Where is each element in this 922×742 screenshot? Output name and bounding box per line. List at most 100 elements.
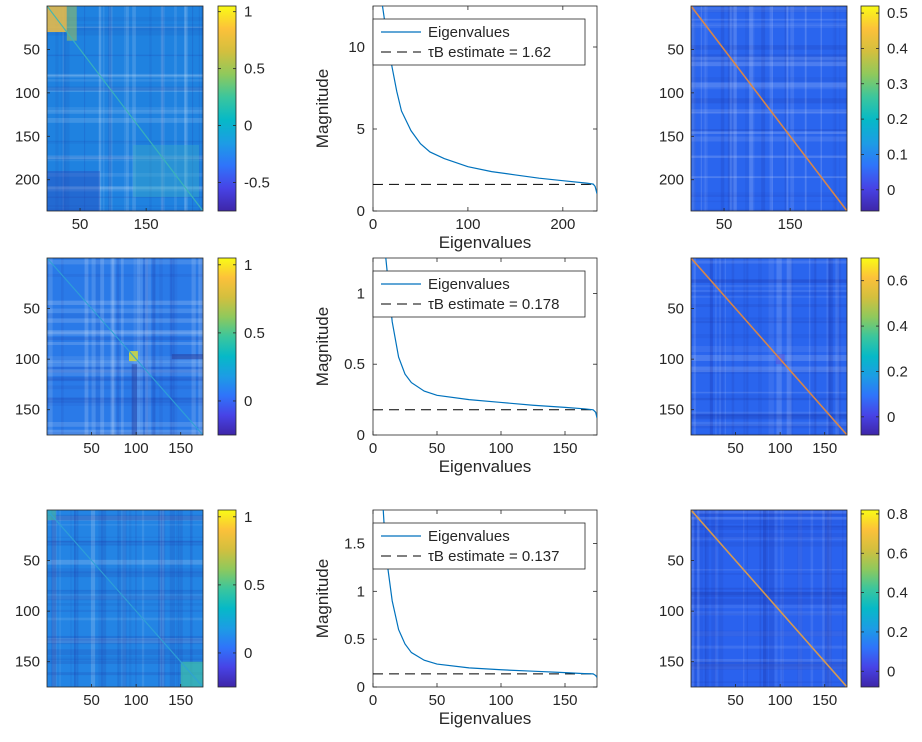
heatmap-band: [47, 369, 203, 373]
heatmap-band: [691, 98, 847, 104]
heatmap-band: [47, 360, 203, 363]
heatmap-band: [808, 258, 811, 435]
heatmap-panel: 50 150 50 100 150 200: [15, 5, 204, 233]
heatmap-band: [47, 157, 203, 162]
heatmap-band: [47, 378, 203, 381]
heatmap-band: [797, 510, 803, 687]
colorbar: 0.8 0.6 0.4 0.2 0: [860, 506, 908, 688]
colorbar-box: [860, 509, 880, 688]
heatmap-band: [691, 112, 847, 114]
x-tick-label: 150: [778, 216, 803, 233]
heatmap-band: [47, 656, 203, 660]
heatmap-band: [691, 200, 847, 203]
heatmap-band: [691, 7, 847, 13]
heatmap-dark-band: [171, 354, 203, 360]
heatmap-band: [47, 432, 203, 434]
x-tick-label: 0: [369, 440, 377, 457]
heatmap-band: [691, 22, 847, 26]
heatmap-band: [133, 258, 137, 435]
heatmap-band: [47, 609, 203, 612]
heatmap-band: [148, 258, 151, 435]
heatmap-band: [47, 536, 203, 538]
heatmap-band: [749, 6, 753, 211]
y-tick-label: 1.5: [344, 535, 365, 552]
heatmap-band: [170, 258, 173, 435]
legend: Eigenvalues τB estimate = 1.62: [372, 18, 586, 66]
heatmap-band: [691, 6, 696, 211]
heatmap-band: [698, 510, 704, 687]
heatmap-band: [47, 589, 203, 595]
heatmap-band: [691, 77, 847, 82]
heatmap-band: [691, 598, 847, 605]
heatmap-band: [691, 663, 847, 670]
heatmap-band: [47, 672, 203, 676]
heatmap-band: [91, 258, 96, 435]
colorbar-tick-label: 0.2: [887, 624, 908, 641]
heatmap-band: [47, 356, 203, 360]
heatmap-band: [711, 510, 717, 687]
heatmap-axes-box: [690, 5, 848, 212]
x-tick-label: 150: [134, 216, 159, 233]
heatmap-band: [102, 6, 105, 211]
heatmap-band: [47, 342, 203, 346]
heatmap-band: [47, 515, 203, 521]
eigenvalue-series-line: [382, 510, 597, 678]
heatmap-band: [691, 658, 847, 662]
heatmap-band: [179, 510, 183, 687]
y-tick-label: 0: [357, 203, 365, 220]
y-tick-label: 0: [357, 679, 365, 696]
colorbar-tick-label: 0.2: [887, 363, 908, 380]
heatmap-band: [47, 568, 203, 574]
y-tick-label: 0: [357, 427, 365, 444]
heatmap-diagonal: [47, 6, 203, 211]
x-tick-label: 0: [369, 692, 377, 709]
heatmap-band: [47, 421, 203, 427]
heatmap-panel: 50 100 150 50 100 150: [659, 257, 848, 457]
heatmap-band: [820, 6, 822, 211]
heatmap-band: [117, 510, 119, 687]
heatmap-band: [84, 6, 86, 211]
y-tick-label: 200: [15, 172, 40, 189]
heatmap-band: [691, 604, 847, 609]
heatmap-band: [743, 510, 745, 687]
heatmap-band: [691, 369, 847, 374]
colorbar-tick-label: 0.6: [887, 273, 908, 290]
colorbar: 0.5 0.4 0.3 0.2 0.1 0: [860, 5, 908, 212]
heatmap-band: [826, 258, 829, 435]
colorbar-tick-label: 0.4: [887, 40, 908, 57]
heatmap-band: [691, 414, 847, 417]
colorbar-tick-label: 0: [244, 393, 252, 410]
heatmap-band: [700, 6, 703, 211]
heatmap-band: [691, 569, 847, 571]
y-tick-label: 150: [15, 654, 40, 671]
heatmap-band: [691, 346, 847, 353]
heatmap-band: [47, 385, 203, 390]
y-tick-label: 100: [15, 85, 40, 102]
y-tick-label: 100: [15, 351, 40, 368]
colorbar-tick-label: 0.5: [244, 325, 265, 342]
x-tick-label: 50: [83, 440, 100, 457]
heatmap-band: [828, 258, 831, 435]
heatmap-band: [159, 258, 163, 435]
colorbar-box: [217, 5, 237, 212]
heatmap-band: [810, 510, 814, 687]
heatmap-block: [132, 144, 200, 198]
heatmap-band: [691, 415, 847, 419]
heatmap-band: [47, 369, 203, 373]
colorbar-gradient: [861, 258, 879, 435]
heatmap-band: [47, 376, 203, 382]
colorbar-tick-label: 1: [244, 509, 252, 526]
heatmap-band: [724, 258, 726, 435]
heatmap-band: [691, 611, 847, 616]
heatmap-band: [691, 56, 847, 61]
colorbar-tick-label: 0.5: [244, 61, 265, 78]
heatmap-band: [90, 510, 96, 687]
heatmap-band: [98, 510, 103, 687]
heatmap-band: [189, 510, 193, 687]
heatmap-band: [149, 6, 151, 211]
heatmap-band: [714, 258, 717, 435]
heatmap-band: [47, 186, 203, 190]
heatmap-band: [175, 510, 180, 687]
heatmap-band: [59, 510, 61, 687]
heatmap-band: [691, 192, 847, 197]
